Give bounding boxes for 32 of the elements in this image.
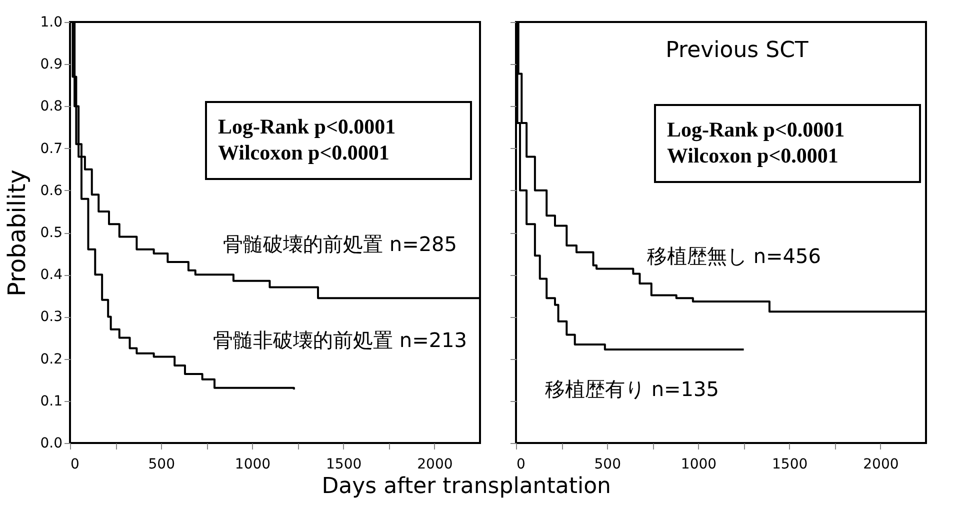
y-tick-label: 0.3	[40, 309, 62, 326]
y-tick-label: 0.0	[40, 436, 62, 452]
x-axis-title: Days after transplantation	[322, 474, 611, 499]
y-tick-label: 0.8	[40, 98, 62, 115]
annotation: Log-Rank p<0.0001	[218, 114, 396, 139]
y-tick-label: 0.6	[40, 182, 63, 199]
annotation: Log-Rank p<0.0001	[667, 118, 845, 142]
annotation: Wilcoxon p<0.0001	[667, 143, 838, 168]
annotation: Wilcoxon p<0.0001	[218, 140, 390, 164]
x-tick-label: 0	[70, 456, 80, 472]
y-tick-label: 0.7	[40, 140, 62, 157]
x-tick-label: 1500	[326, 456, 362, 472]
y-tick-label: 0.1	[40, 393, 62, 410]
text: Previous SCT	[666, 38, 809, 63]
x-tick-label: 2000	[417, 456, 453, 472]
series-label: 移植歴無し n=456	[647, 244, 821, 268]
series-label: 骨髄非破壊的前処置 n=213	[213, 328, 467, 352]
y-tick-label: 1.0	[40, 14, 62, 30]
series-label: 骨髄破壊的前処置 n=285	[223, 232, 457, 256]
x-tick-label: 1000	[680, 456, 717, 472]
y-tick-label: 0.4	[40, 267, 63, 284]
x-tick-label: 1500	[772, 456, 808, 472]
y-tick-label: 0.9	[40, 56, 62, 73]
y-tick-label: 0.5	[40, 225, 62, 241]
y-axis-title: Probability	[3, 170, 32, 296]
x-tick-label: 0	[516, 456, 526, 472]
x-tick-label: 1000	[234, 456, 271, 472]
x-tick-label: 500	[594, 456, 621, 472]
y-tick-label: 0.2	[40, 351, 62, 368]
series-label: 移植歴有り n=135	[545, 377, 719, 401]
x-tick-label: 500	[148, 456, 175, 472]
x-tick-label: 2000	[863, 456, 899, 472]
